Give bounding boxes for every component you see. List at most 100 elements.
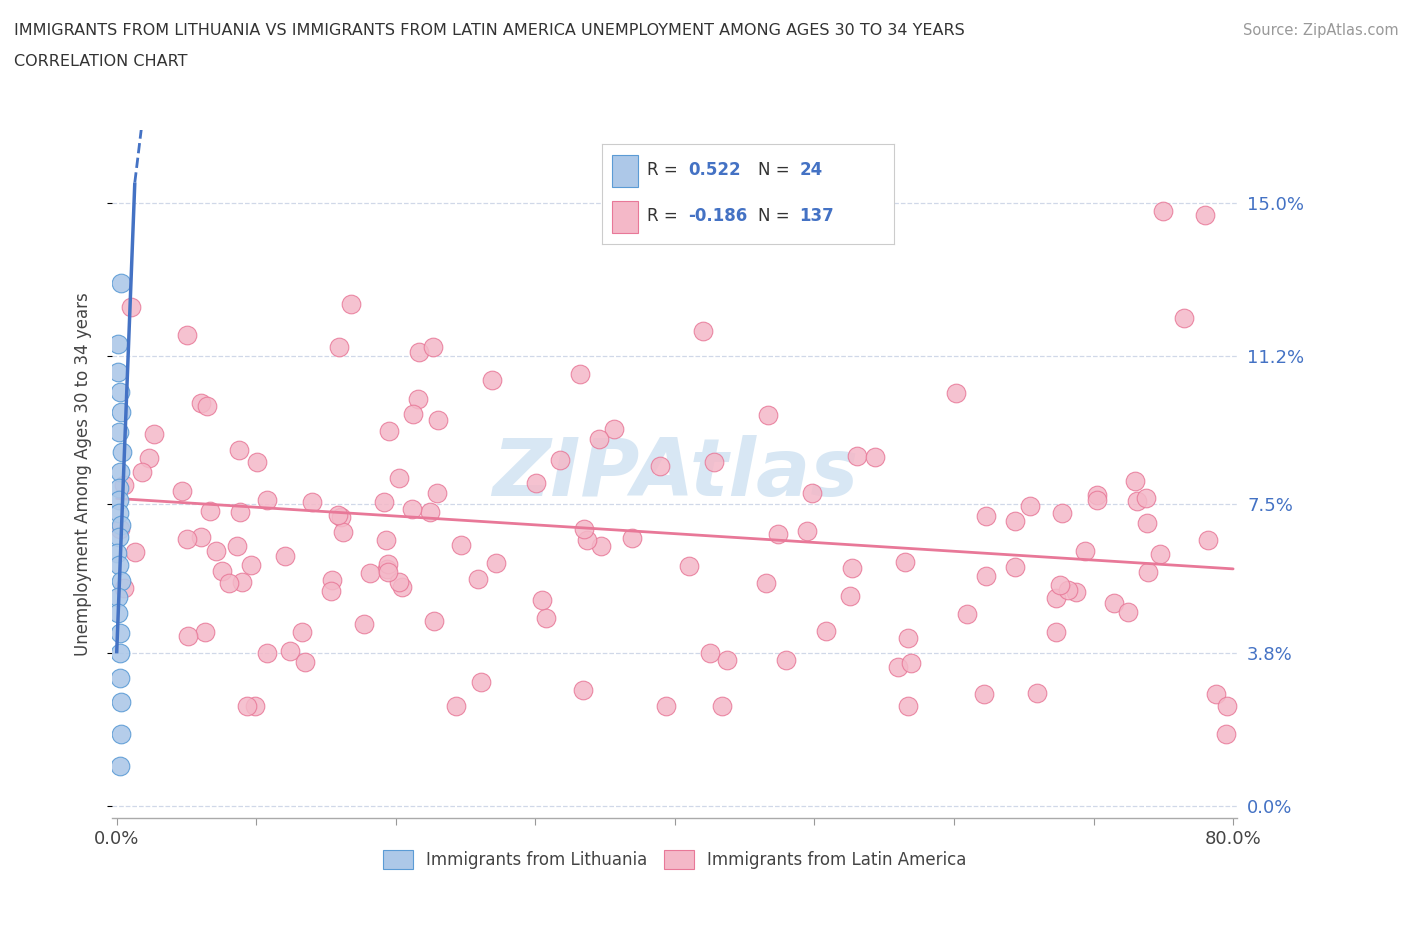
- Point: [450, 538, 472, 552]
- Point: [218, 576, 240, 591]
- Point: [1125, 473, 1147, 488]
- Point: [176, 328, 198, 343]
- Point: [197, 398, 219, 413]
- Point: [235, 698, 257, 713]
- Point: [845, 449, 868, 464]
- Point: [110, 275, 132, 290]
- Point: [110, 695, 132, 710]
- Point: [716, 652, 738, 667]
- Point: [1045, 591, 1067, 605]
- Point: [1004, 560, 1026, 575]
- Point: [974, 509, 997, 524]
- Point: [256, 645, 278, 660]
- Point: [321, 583, 343, 598]
- Point: [419, 505, 441, 520]
- Point: [1194, 207, 1216, 222]
- Point: [294, 655, 316, 670]
- Point: [887, 659, 910, 674]
- Text: CORRELATION CHART: CORRELATION CHART: [14, 54, 187, 69]
- Point: [796, 524, 818, 538]
- Point: [108, 529, 131, 544]
- Point: [374, 532, 396, 547]
- Point: [897, 698, 920, 713]
- Point: [1135, 491, 1157, 506]
- Point: [756, 407, 779, 422]
- Point: [291, 625, 314, 640]
- Legend: Immigrants from Lithuania, Immigrants from Latin America: Immigrants from Lithuania, Immigrants fr…: [377, 843, 973, 875]
- Point: [107, 365, 129, 379]
- Point: [108, 493, 131, 508]
- Point: [575, 533, 598, 548]
- Point: [205, 544, 228, 559]
- Point: [228, 505, 250, 520]
- Point: [110, 517, 132, 532]
- Y-axis label: Unemployment Among Ages 30 to 34 years: Unemployment Among Ages 30 to 34 years: [73, 292, 91, 657]
- Point: [256, 493, 278, 508]
- Point: [228, 443, 250, 458]
- Point: [108, 522, 131, 537]
- Point: [111, 445, 134, 459]
- Point: [107, 590, 129, 604]
- Point: [699, 645, 721, 660]
- Point: [800, 485, 823, 500]
- Point: [401, 407, 423, 422]
- Point: [143, 427, 166, 442]
- Point: [138, 450, 160, 465]
- Point: [1049, 578, 1071, 593]
- Point: [198, 503, 221, 518]
- Point: [569, 366, 592, 381]
- Point: [131, 465, 153, 480]
- Point: [108, 646, 131, 661]
- Point: [470, 674, 492, 689]
- Point: [110, 726, 132, 741]
- Point: [110, 574, 132, 589]
- Point: [1197, 533, 1219, 548]
- Point: [107, 505, 129, 520]
- Point: [1074, 544, 1097, 559]
- Point: [703, 455, 725, 470]
- Point: [839, 589, 862, 604]
- Point: [467, 572, 489, 587]
- Point: [1064, 584, 1087, 599]
- Point: [388, 471, 411, 485]
- Point: [108, 384, 131, 399]
- Point: [176, 629, 198, 644]
- Point: [678, 559, 700, 574]
- Point: [120, 299, 142, 314]
- Point: [650, 458, 672, 473]
- Point: [330, 510, 353, 525]
- Point: [108, 557, 131, 572]
- Point: [328, 508, 350, 523]
- Point: [426, 485, 449, 500]
- Point: [108, 671, 131, 685]
- Point: [105, 545, 128, 560]
- Point: [974, 569, 997, 584]
- Text: ZIPAtlas: ZIPAtlas: [492, 435, 858, 513]
- Point: [444, 698, 467, 713]
- Point: [278, 644, 301, 658]
- Point: [1085, 493, 1108, 508]
- Point: [814, 624, 837, 639]
- Point: [1045, 624, 1067, 639]
- Point: [775, 653, 797, 668]
- Point: [427, 413, 450, 428]
- Point: [375, 562, 398, 577]
- Point: [1050, 505, 1073, 520]
- Point: [1102, 596, 1125, 611]
- Point: [1018, 498, 1040, 513]
- Point: [124, 545, 146, 560]
- Point: [945, 386, 967, 401]
- Point: [1205, 686, 1227, 701]
- Point: [243, 698, 266, 713]
- Point: [377, 424, 399, 439]
- Point: [107, 336, 129, 351]
- Point: [865, 450, 887, 465]
- Point: [1136, 516, 1159, 531]
- Point: [353, 617, 375, 631]
- Point: [172, 484, 194, 498]
- Point: [591, 538, 613, 553]
- Point: [530, 592, 553, 607]
- Point: [1116, 604, 1139, 619]
- Point: [894, 554, 917, 569]
- Point: [108, 425, 131, 440]
